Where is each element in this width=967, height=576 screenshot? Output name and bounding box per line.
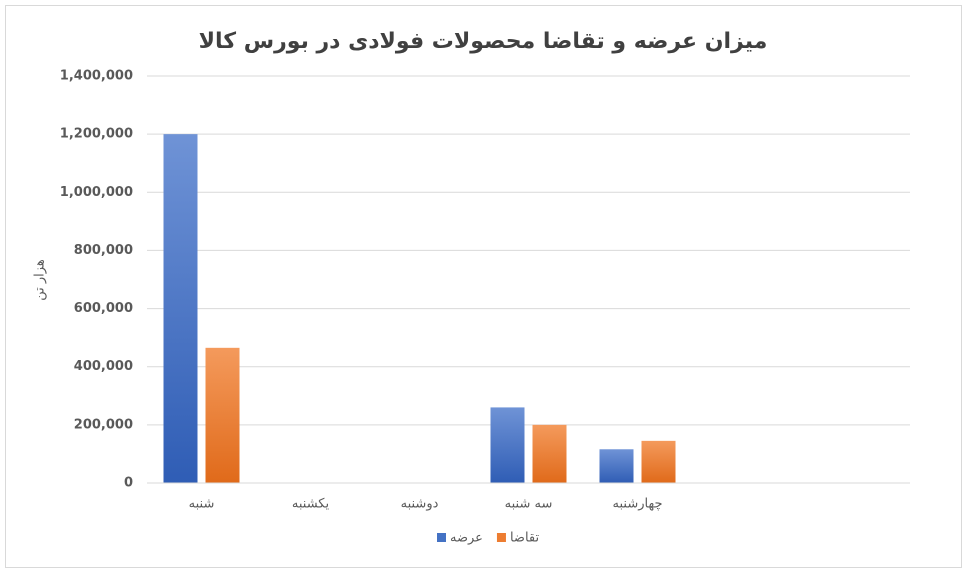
- bar: [641, 440, 676, 483]
- bar: [205, 347, 240, 483]
- x-tick-label: یکشنبه: [292, 497, 330, 512]
- bar: [163, 134, 198, 483]
- x-tick-label: شنبه: [189, 497, 215, 512]
- x-tick-label: سه شنبه: [505, 497, 553, 512]
- y-tick-label: 1,200,000: [60, 127, 133, 142]
- x-tick-label: دوشنبه: [401, 497, 439, 512]
- y-axis-label: هزار تن: [33, 259, 48, 301]
- legend-swatch: [437, 533, 446, 542]
- y-tick-label: 400,000: [74, 359, 133, 374]
- y-tick-label: 1,000,000: [60, 185, 133, 200]
- y-tick-label: 1,400,000: [60, 69, 133, 84]
- bar: [490, 407, 525, 483]
- x-tick-label: چهارشنبه: [613, 497, 663, 512]
- y-tick-label: 800,000: [74, 243, 133, 258]
- y-tick-label: 200,000: [74, 417, 133, 432]
- bar: [599, 449, 634, 483]
- legend-swatch: [496, 533, 506, 542]
- y-tick-label: 600,000: [74, 301, 133, 316]
- legend-label: عرضه: [450, 531, 483, 546]
- chart-title: میزان عرضه و تقاضا محصولات فولادی در بور…: [199, 29, 768, 54]
- y-tick-label: 0: [124, 476, 133, 491]
- bar: [532, 424, 567, 483]
- legend-label: تقاضا: [510, 531, 540, 546]
